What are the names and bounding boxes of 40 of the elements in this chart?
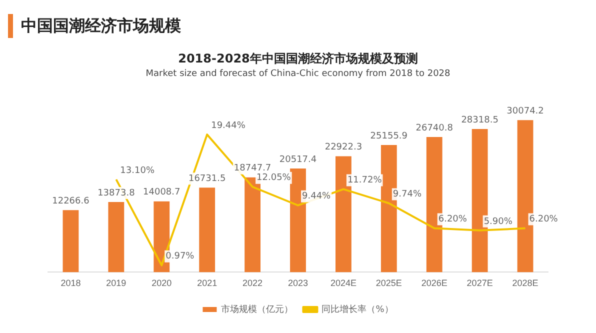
data-label: 28318.5 — [461, 115, 498, 126]
data-label: 19.44% — [211, 120, 246, 131]
data-label: 11.72% — [347, 176, 382, 186]
x-tick-label: 2022 — [242, 278, 263, 288]
data-label: 5.90% — [484, 216, 513, 227]
x-tick-label: 2018 — [60, 278, 81, 288]
legend-label: 同比增长率（%） — [322, 304, 394, 315]
data-label: 14008.7 — [143, 188, 180, 198]
data-label: 20517.4 — [279, 154, 317, 165]
x-tick-label: 2028E — [512, 278, 538, 288]
data-label: 12.05% — [256, 173, 292, 184]
data-label: 12266.6 — [52, 196, 90, 207]
data-label: 26740.8 — [416, 123, 454, 134]
data-label: 18747.7 — [234, 164, 272, 174]
text: 中国国潮经济市场规模 — [21, 16, 181, 36]
legend-label: 市场规模（亿元） — [221, 304, 294, 315]
data-label: 22922.3 — [324, 142, 362, 153]
chart-title: 2018-2028年中国国潮经济市场规模及预测 — [178, 51, 418, 66]
data-label: 13873.8 — [98, 188, 136, 198]
bar — [108, 202, 124, 272]
data-label: 30074.2 — [506, 106, 544, 116]
bar — [199, 188, 216, 272]
data-label: 6.20% — [529, 214, 558, 225]
x-tick-label: 2020 — [152, 278, 172, 288]
x-tick-label: 2024E — [330, 278, 356, 288]
data-label: 6.20% — [438, 214, 468, 225]
x-tick-label: 2021 — [197, 278, 218, 288]
data-label: 16731.5 — [188, 174, 226, 184]
x-tick-label: 2023 — [288, 278, 308, 288]
data-label: 0.97% — [166, 252, 195, 262]
x-tick-label: 2027E — [466, 278, 493, 288]
data-label: 9.74% — [392, 190, 422, 200]
data-label: 25155.9 — [370, 131, 408, 142]
x-tick-label: 2026E — [421, 278, 448, 288]
x-tick-label: 2019 — [106, 278, 126, 288]
bar — [62, 210, 79, 272]
chart-subtitle: Market size and forecast of China-Chic economy from 2018 to 2028 — [146, 69, 451, 80]
x-tick-label: 2025E — [376, 278, 402, 288]
data-label: 9.44% — [302, 192, 332, 202]
data-label: 13.10% — [120, 166, 155, 176]
